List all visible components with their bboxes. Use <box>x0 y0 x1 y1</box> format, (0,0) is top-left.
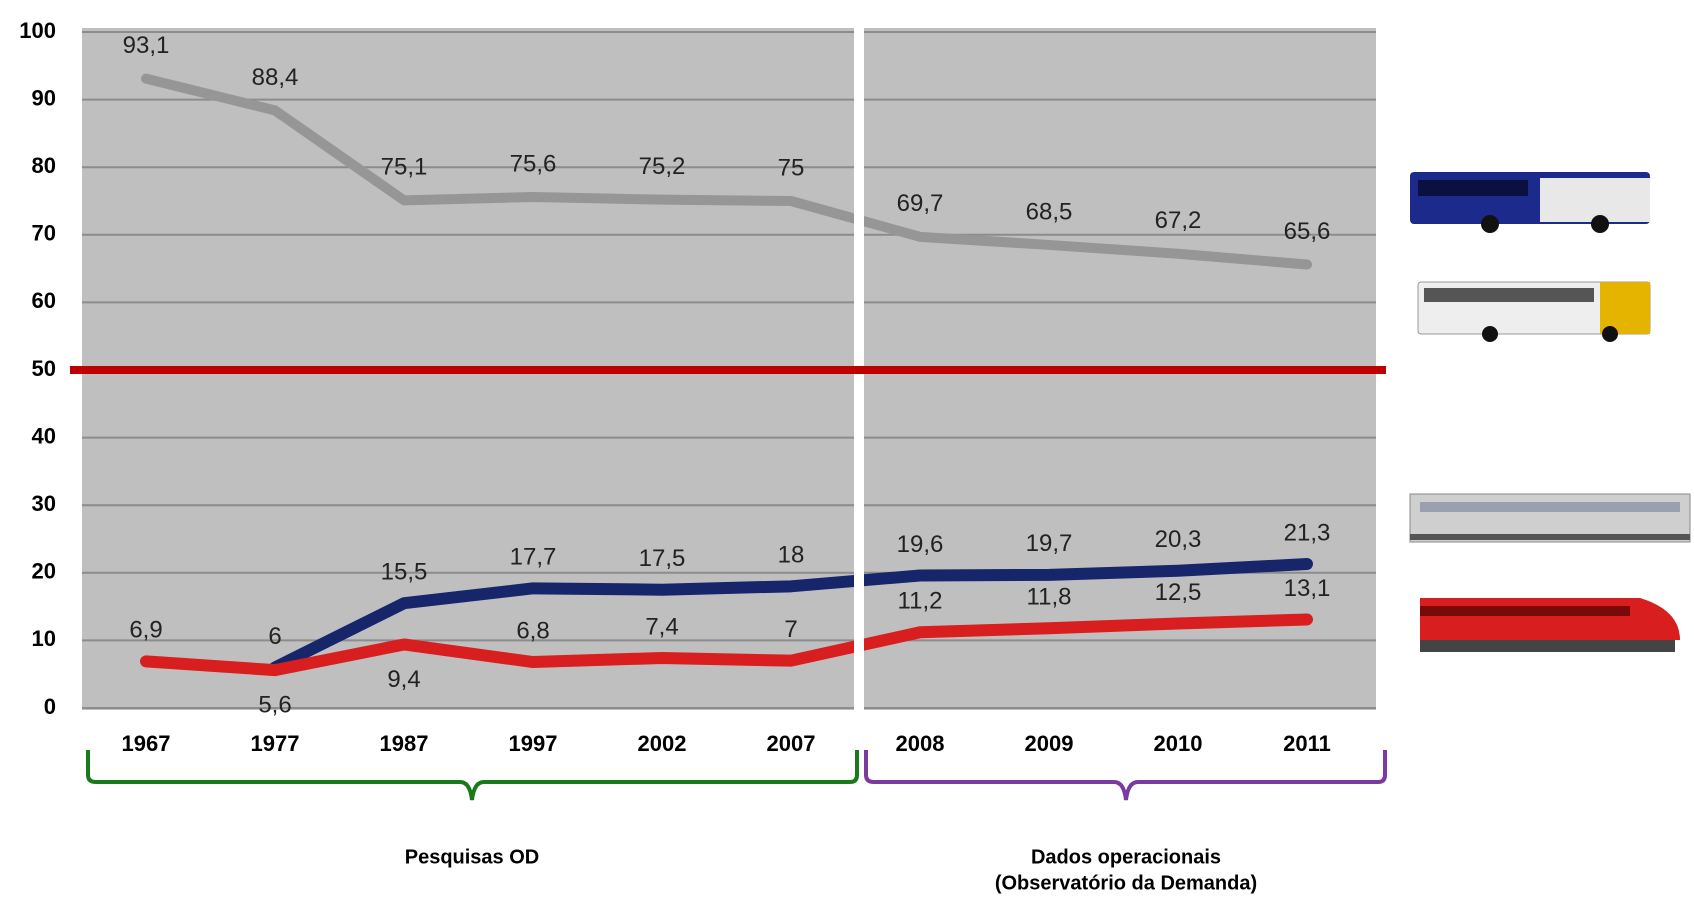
data-label: 7 <box>784 616 797 643</box>
data-label: 75 <box>778 154 805 181</box>
data-label: 11,2 <box>898 588 943 615</box>
x-tick-label: 2002 <box>638 731 687 756</box>
y-tick-label: 10 <box>32 626 56 651</box>
x-tick-label: 2008 <box>896 731 945 756</box>
data-label: 65,6 <box>1284 218 1331 245</box>
data-label: 21,3 <box>1284 519 1331 546</box>
y-tick-label: 50 <box>32 356 56 381</box>
data-label: 12,5 <box>1155 579 1202 606</box>
data-label: 15,5 <box>381 559 428 586</box>
y-tick-label: 90 <box>32 85 56 110</box>
bus-icon <box>1410 172 1650 233</box>
data-label: 88,4 <box>252 64 299 91</box>
data-label: 5,6 <box>258 691 291 718</box>
data-label: 17,5 <box>639 545 686 572</box>
x-tick-label: 1997 <box>509 731 558 756</box>
data-label: 67,2 <box>1155 207 1202 234</box>
y-tick-label: 0 <box>44 694 56 719</box>
series-line <box>140 613 1313 677</box>
data-label: 93,1 <box>123 32 170 59</box>
bracket <box>864 750 1387 801</box>
x-tick-label: 1987 <box>380 731 429 756</box>
y-tick-label: 70 <box>32 221 56 246</box>
annotation: Pesquisas OD <box>405 846 540 868</box>
data-label: 20,3 <box>1155 526 1202 553</box>
data-label: 18 <box>778 542 805 569</box>
data-label: 6,8 <box>516 617 549 644</box>
x-tick-label: 2010 <box>1154 731 1203 756</box>
data-label: 19,6 <box>897 531 944 558</box>
data-label: 7,4 <box>645 613 678 640</box>
y-tick-label: 60 <box>32 288 56 313</box>
annotation: (Observatório da Demanda) <box>995 872 1257 894</box>
data-label: 11,8 <box>1027 584 1072 611</box>
data-label: 75,6 <box>510 150 557 177</box>
y-tick-label: 100 <box>19 18 56 43</box>
bus-icon <box>1417 281 1651 342</box>
y-tick-label: 20 <box>32 559 56 584</box>
series-line <box>269 558 1313 674</box>
y-tick-label: 80 <box>32 153 56 178</box>
data-label: 68,5 <box>1026 198 1073 225</box>
data-label: 17,7 <box>510 544 557 571</box>
data-label: 19,7 <box>1026 530 1073 557</box>
data-label: 6,9 <box>129 617 162 644</box>
data-label: 6 <box>268 623 281 650</box>
bracket <box>86 750 859 801</box>
data-label: 75,2 <box>639 153 686 180</box>
y-tick-label: 40 <box>32 423 56 448</box>
train-icon <box>1409 493 1691 543</box>
x-tick-label: 2007 <box>767 731 816 756</box>
x-tick-label: 2009 <box>1025 731 1074 756</box>
annotation: Dados operacionais <box>1031 846 1221 868</box>
x-tick-label: 1967 <box>122 731 171 756</box>
data-label: 9,4 <box>387 666 420 693</box>
data-label: 69,7 <box>897 190 944 217</box>
y-tick-label: 30 <box>32 491 56 516</box>
x-tick-label: 1977 <box>251 731 300 756</box>
data-label: 13,1 <box>1284 575 1331 602</box>
series-line <box>141 73 1312 270</box>
data-label: 75,1 <box>381 154 428 181</box>
x-tick-label: 2011 <box>1283 731 1331 756</box>
train-icon <box>1420 598 1680 652</box>
